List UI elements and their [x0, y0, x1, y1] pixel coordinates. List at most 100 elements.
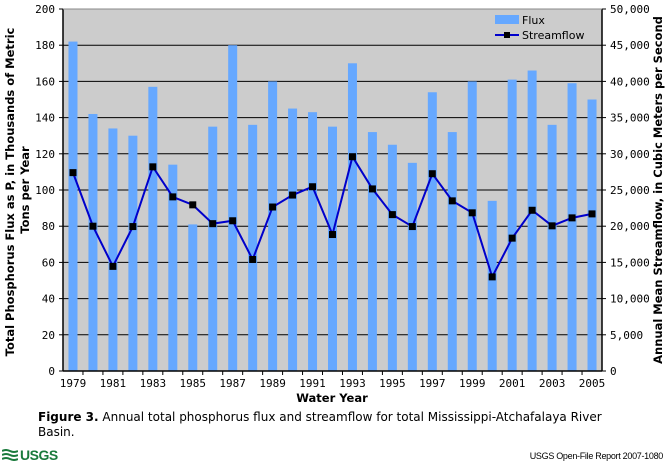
x-tick-label: 1989 [259, 377, 286, 390]
streamflow-marker [189, 201, 197, 209]
flux-bar [347, 63, 357, 372]
right-tick-label: 50,000 [610, 3, 650, 16]
x-tick-label: 1983 [140, 377, 167, 390]
right-tick-label: 10,000 [610, 293, 650, 306]
flux-bar [208, 126, 218, 372]
caption-label: Figure 3. [38, 410, 99, 424]
flux-bar [487, 200, 497, 371]
x-tick-label: 1981 [100, 377, 127, 390]
flux-bar [128, 135, 138, 371]
usgs-logo-text: USGS [20, 447, 58, 463]
right-axis-title: Annual Mean Streamflow, in Cubic Meters … [651, 16, 665, 364]
x-axis-title: Water Year [296, 391, 368, 405]
left-tick-label: 180 [35, 39, 55, 52]
streamflow-marker [568, 214, 576, 222]
flux-bar [587, 99, 597, 371]
flux-bar [88, 113, 98, 371]
x-tick-label: 1995 [379, 377, 406, 390]
x-tick-label: 1979 [60, 377, 87, 390]
flux-bar [367, 132, 377, 371]
left-axis-title-line-2: Tons per Year [18, 146, 32, 234]
streamflow-marker [329, 231, 336, 239]
flux-bar [148, 86, 158, 371]
streamflow-marker [89, 222, 97, 230]
flux-bar [288, 108, 298, 372]
right-tick-label: 0 [610, 365, 617, 378]
caption-text: Annual total phosphorus flux and streamf… [38, 410, 602, 439]
streamflow-marker [129, 223, 137, 231]
flux-bar [228, 45, 238, 371]
streamflow-marker [588, 210, 596, 218]
streamflow-marker [348, 153, 356, 161]
legend-flux-swatch [495, 15, 519, 24]
streamflow-marker [468, 209, 476, 217]
right-tick-label: 40,000 [610, 75, 650, 88]
streamflow-marker [408, 223, 416, 231]
left-axis-ticks: 0 20 40 60 80 100 120 140 160 180 200 [35, 3, 63, 378]
streamflow-marker [149, 163, 157, 171]
flux-bar [527, 70, 537, 371]
flux-bar [547, 124, 557, 371]
streamflow-marker [269, 203, 277, 211]
report-citation: USGS Open-File Report 2007-1080 [529, 451, 664, 461]
right-tick-label: 25,000 [610, 184, 650, 197]
streamflow-marker [528, 206, 536, 214]
flux-bar [308, 112, 318, 372]
left-tick-label: 60 [42, 256, 55, 269]
left-tick-label: 140 [35, 112, 55, 125]
right-tick-label: 5,000 [610, 329, 643, 342]
right-tick-label: 15,000 [610, 256, 650, 269]
left-tick-label: 0 [48, 365, 55, 378]
x-tick-label: 2005 [579, 377, 606, 390]
streamflow-marker [388, 211, 396, 219]
streamflow-marker [209, 220, 217, 228]
x-tick-label: 2003 [539, 377, 566, 390]
right-axis-ticks: 0 5,000 10,000 15,000 20,000 25,000 30,000 35,0… [602, 3, 650, 378]
legend-streamflow-marker [504, 32, 510, 38]
streamflow-marker [448, 197, 456, 205]
flux-bar [427, 92, 437, 371]
x-tick-label: 1987 [219, 377, 246, 390]
right-tick-label: 30,000 [610, 148, 650, 161]
flux-bar [447, 132, 457, 371]
right-tick-label: 35,000 [610, 112, 650, 125]
flux-bar [68, 41, 78, 372]
flux-bar [268, 81, 278, 372]
left-tick-label: 160 [35, 75, 55, 88]
flux-bar [387, 144, 397, 371]
streamflow-marker [488, 273, 496, 281]
flux-bar [567, 83, 577, 372]
streamflow-marker [428, 170, 436, 178]
flux-bar [507, 79, 517, 371]
streamflow-marker [368, 185, 376, 193]
x-tick-label: 1993 [339, 377, 366, 390]
legend-flux-label: Flux [522, 14, 545, 27]
left-tick-label: 100 [35, 184, 55, 197]
x-tick-label: 1991 [299, 377, 326, 390]
x-tick-label: 2001 [499, 377, 526, 390]
left-tick-label: 120 [35, 148, 55, 161]
legend: Flux Streamflow [495, 14, 584, 42]
streamflow-marker [309, 183, 317, 191]
right-tick-label: 20,000 [610, 220, 650, 233]
flux-bar [188, 224, 198, 371]
usgs-wave-icon [2, 449, 18, 461]
left-axis-title-line-1: Total Phosphorus Flux as P, in Thousands… [3, 27, 17, 356]
streamflow-marker [229, 217, 237, 225]
usgs-logo: USGS [2, 447, 58, 463]
streamflow-marker [289, 191, 297, 199]
flux-bar [467, 81, 477, 372]
streamflow-marker [508, 234, 516, 242]
flux-bar [168, 164, 178, 371]
left-tick-label: 20 [42, 329, 55, 342]
x-tick-label: 1985 [180, 377, 207, 390]
x-tick-label: 1999 [459, 377, 486, 390]
figure-caption: Figure 3. Annual total phosphorus flux a… [38, 410, 628, 440]
flux-bars [68, 41, 597, 372]
streamflow-marker [69, 169, 77, 177]
flux-bar [407, 162, 417, 371]
x-tick-label: 1997 [419, 377, 446, 390]
left-axis-title: Total Phosphorus Flux as P, in Thousands… [3, 24, 32, 357]
streamflow-marker [249, 256, 257, 264]
left-tick-label: 40 [42, 293, 55, 306]
